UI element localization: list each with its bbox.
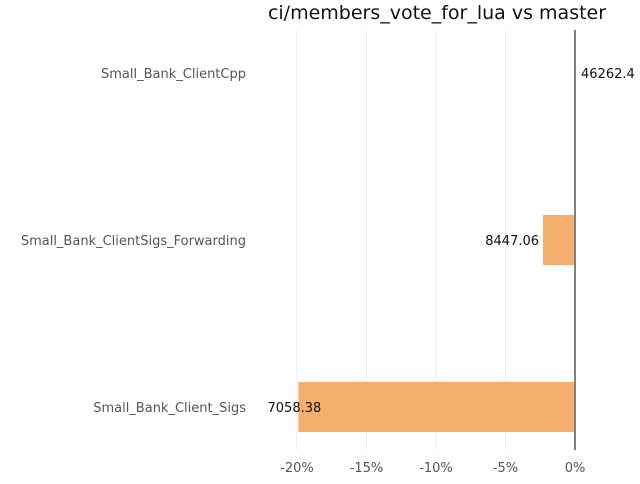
category-label: Small_Bank_Client_Sigs xyxy=(93,401,246,416)
x-tick-label: 0% xyxy=(565,461,586,476)
data-labels: 46262.4 8447.06 7058.38 xyxy=(268,67,635,416)
x-tick-label: -20% xyxy=(280,461,314,476)
chart-title: ci/members_vote_for_lua vs master xyxy=(268,2,606,24)
bar xyxy=(298,382,575,432)
x-tick-label: -5% xyxy=(493,461,518,476)
category-labels: Small_Bank_ClientCpp Small_Bank_ClientSig… xyxy=(21,67,246,416)
data-label: 7058.38 xyxy=(268,401,322,416)
data-label: 8447.06 xyxy=(485,234,539,249)
category-label: Small_Bank_ClientSigs_Forwarding xyxy=(21,234,246,249)
bars xyxy=(298,215,575,432)
bar xyxy=(543,215,575,265)
category-label: Small_Bank_ClientCpp xyxy=(101,67,246,82)
x-tick-label: -10% xyxy=(419,461,453,476)
data-label: 46262.4 xyxy=(581,67,635,82)
x-tick-label: -15% xyxy=(350,461,384,476)
x-tick-labels: -20% -15% -10% -5% 0% xyxy=(280,461,585,476)
